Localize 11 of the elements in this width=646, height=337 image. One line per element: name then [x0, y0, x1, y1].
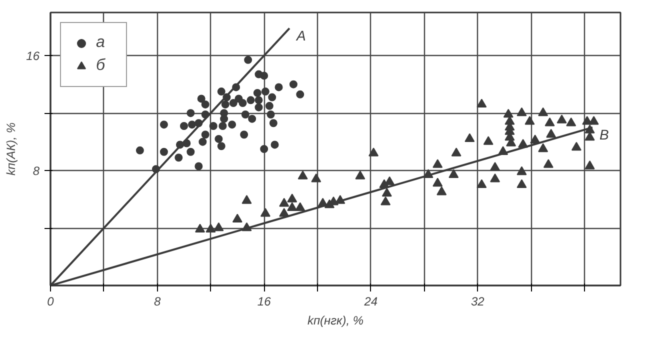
x-tick-label: 0 [47, 294, 54, 308]
series-label: В [599, 126, 609, 142]
x-tick-label: 8 [154, 294, 161, 308]
legend-label: б [96, 57, 106, 75]
x-tick-label: 16 [257, 294, 272, 308]
legend-label: а [96, 34, 106, 52]
y-axis-title: kп(АК), % [4, 122, 18, 176]
x-axis-title: kп(нгк), % [307, 314, 364, 328]
x-tick-label: 24 [363, 294, 378, 308]
x-tick-label: 32 [470, 294, 485, 308]
series-label: А [295, 27, 306, 44]
